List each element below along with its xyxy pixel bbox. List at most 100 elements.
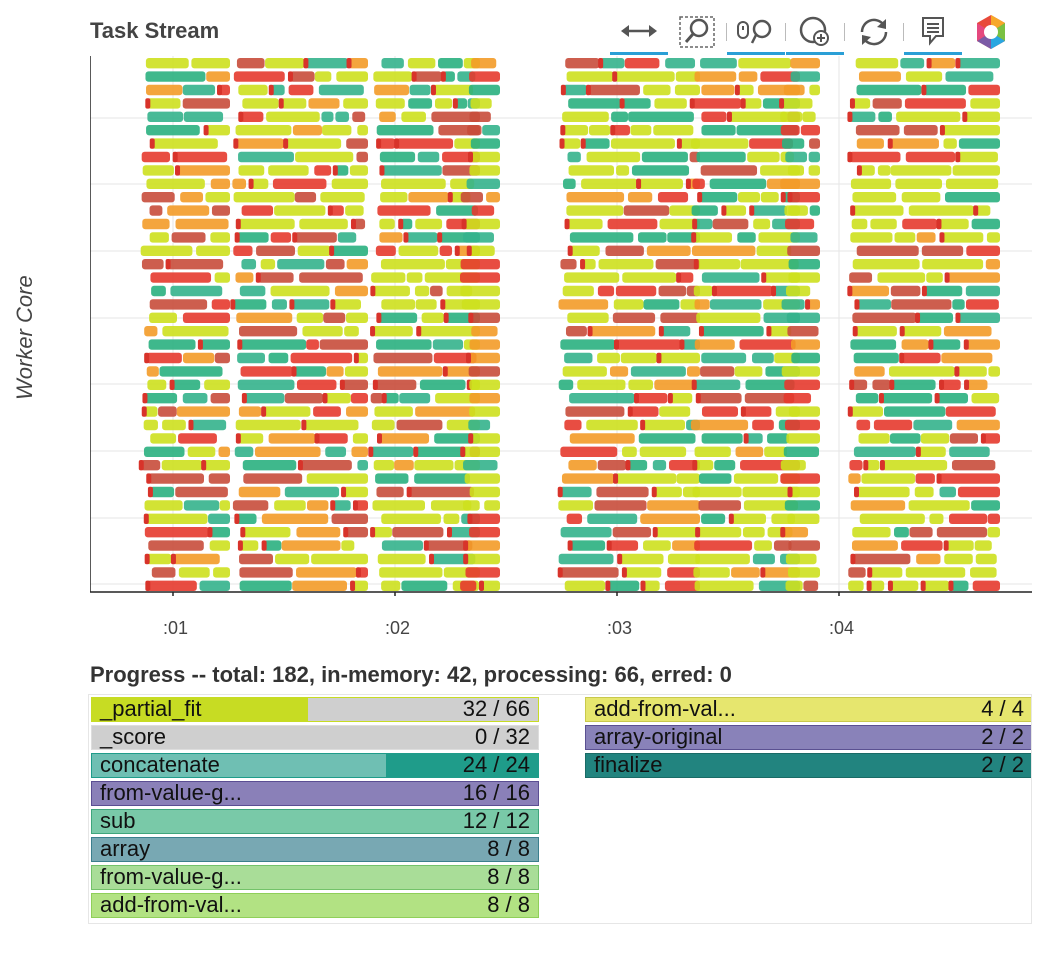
- transfer-mark: [676, 138, 682, 149]
- task-bar: [162, 419, 186, 431]
- task-bar: [807, 299, 820, 310]
- task-bar: [783, 84, 805, 96]
- progress-panel: _partial_fit 32 / 66 _score 0 / 32 concatena…: [88, 694, 1032, 924]
- box-zoom-tool[interactable]: [668, 9, 726, 55]
- transfer-mark: [429, 553, 435, 565]
- task-bar: [659, 406, 691, 417]
- task-bar: [712, 218, 749, 230]
- task-bar: [564, 272, 620, 283]
- pan-tool[interactable]: [610, 9, 668, 55]
- task-stream-plot[interactable]: [90, 56, 1032, 596]
- bokeh-logo[interactable]: [962, 9, 1020, 55]
- task-bar: [274, 205, 326, 216]
- task-bar: [145, 513, 208, 524]
- progress-task-count: 2 / 2: [981, 725, 1024, 749]
- task-bar: [205, 125, 230, 136]
- toolbar-separator: [726, 23, 727, 41]
- task-bar: [370, 393, 384, 404]
- task-bar: [332, 299, 362, 310]
- task-bar: [243, 473, 303, 484]
- transfer-mark: [261, 540, 267, 551]
- zoom-in-tool[interactable]: [786, 9, 844, 55]
- transfer-mark: [233, 138, 239, 149]
- transfer-mark: [355, 567, 361, 578]
- task-bar: [335, 111, 349, 122]
- task-bar: [242, 527, 291, 538]
- task-bar: [923, 84, 967, 96]
- toolbar-separator: [785, 23, 786, 41]
- task-bar: [343, 98, 368, 109]
- transfer-mark: [201, 460, 207, 471]
- task-bar: [145, 71, 206, 82]
- transfer-mark: [442, 366, 448, 377]
- task-bar: [191, 58, 230, 69]
- task-bar: [922, 259, 984, 270]
- task-bar: [144, 326, 158, 337]
- transfer-mark: [446, 527, 452, 538]
- task-bar: [471, 58, 497, 69]
- transfer-mark: [849, 98, 855, 109]
- task-bar: [167, 259, 224, 270]
- transfer-mark: [667, 393, 673, 404]
- task-bar: [431, 111, 480, 122]
- task-bar: [653, 125, 694, 136]
- task-bar: [787, 165, 804, 176]
- task-bar: [562, 366, 607, 377]
- task-bar: [435, 393, 480, 404]
- task-bar: [658, 285, 687, 297]
- toolbar-separator: [844, 23, 845, 41]
- hover-tool[interactable]: [904, 9, 962, 55]
- task-bar: [695, 259, 741, 270]
- task-bar: [880, 393, 933, 404]
- task-bar: [235, 272, 254, 283]
- task-bar: [745, 379, 795, 390]
- task-bar: [612, 527, 652, 538]
- transfer-mark: [854, 299, 860, 310]
- wheel-zoom-tool[interactable]: [727, 9, 785, 55]
- task-bar: [790, 58, 820, 69]
- transfer-mark: [691, 232, 697, 243]
- task-bar: [307, 500, 329, 511]
- task-bar: [686, 366, 700, 377]
- task-bar: [643, 540, 671, 551]
- task-bar: [396, 419, 443, 431]
- transfer-mark: [852, 326, 858, 337]
- task-bar: [438, 58, 463, 69]
- task-bar: [343, 486, 368, 498]
- task-bar: [211, 299, 230, 310]
- progress-bar-row: from-value-g... 8 / 8: [91, 865, 539, 890]
- transfer-mark: [560, 125, 566, 136]
- transfer-mark: [170, 553, 176, 565]
- task-bar: [355, 352, 368, 364]
- task-bar: [615, 285, 657, 297]
- task-bar: [873, 419, 913, 431]
- transfer-mark: [692, 460, 698, 471]
- task-bar: [558, 500, 594, 511]
- task-bar: [692, 486, 742, 498]
- task-bar: [668, 460, 700, 471]
- task-bar: [587, 513, 638, 524]
- task-bar: [352, 218, 366, 230]
- transfer-mark: [685, 178, 691, 189]
- transfer-mark: [144, 553, 150, 565]
- task-bar: [742, 527, 765, 538]
- transfer-mark: [692, 218, 698, 230]
- task-bar: [296, 379, 337, 390]
- transfer-mark: [771, 285, 777, 297]
- task-bar: [901, 540, 943, 551]
- transfer-mark: [411, 71, 417, 82]
- task-bar: [890, 165, 952, 176]
- reset-tool[interactable]: [845, 9, 903, 55]
- transfer-mark: [341, 486, 347, 498]
- task-bar: [908, 500, 970, 511]
- transfer-mark: [598, 58, 604, 69]
- task-bar: [265, 58, 305, 69]
- task-bar: [631, 165, 690, 176]
- transfer-mark: [238, 111, 244, 122]
- task-bar: [336, 71, 368, 82]
- task-bar: [233, 71, 285, 82]
- task-bar: [562, 125, 589, 136]
- task-bar: [646, 245, 691, 256]
- task-bar: [988, 366, 1000, 377]
- transfer-mark: [567, 540, 573, 551]
